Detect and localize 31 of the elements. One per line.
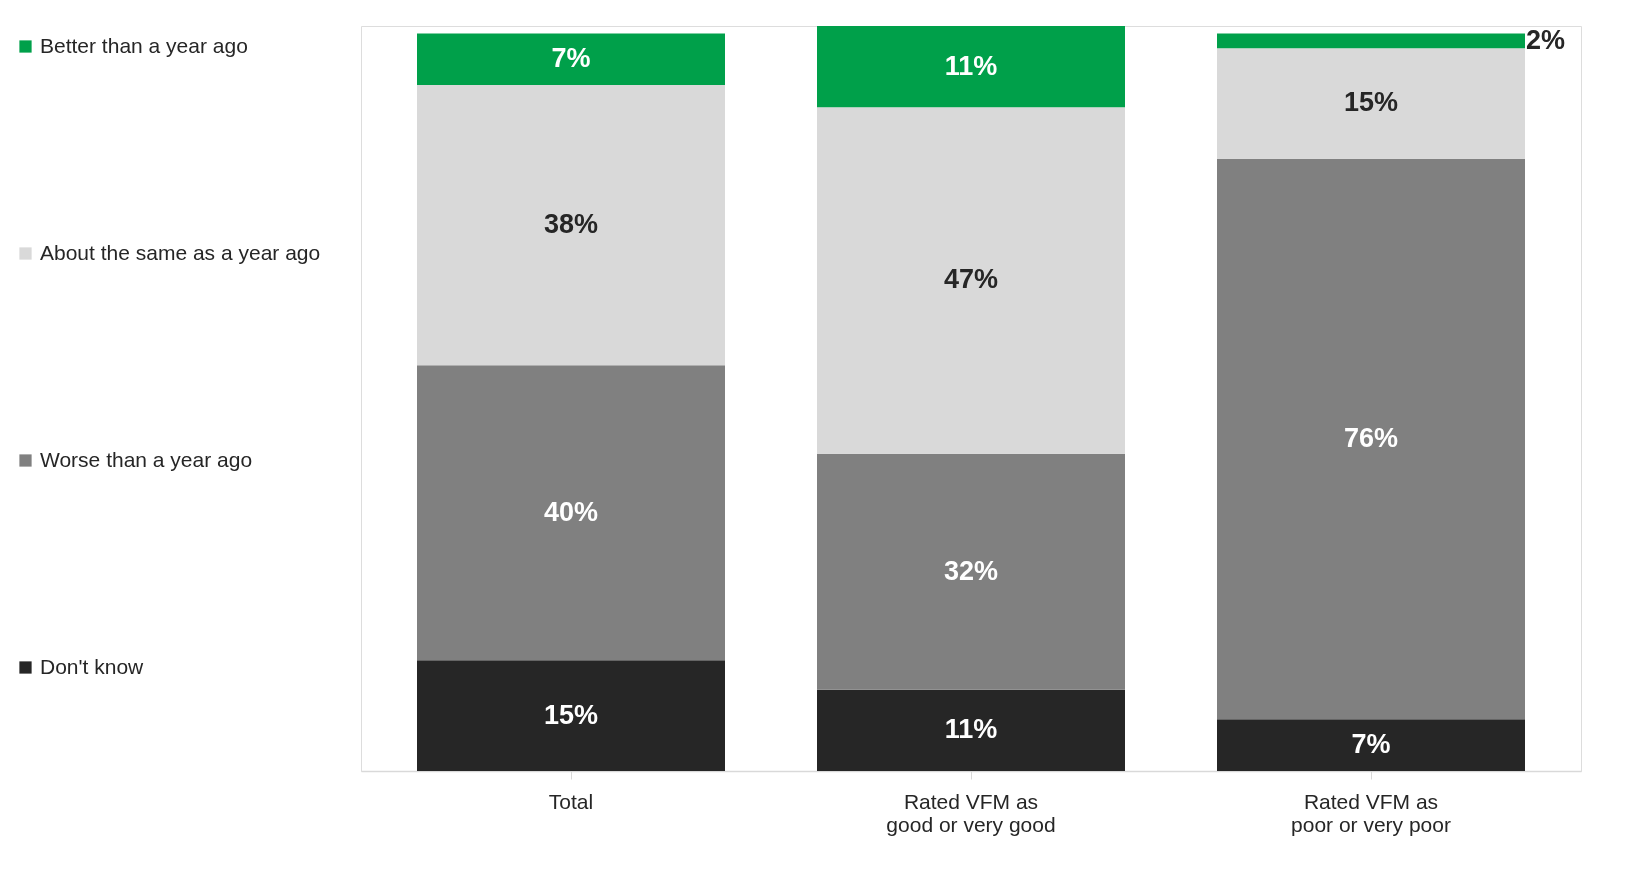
bar xyxy=(817,26,1125,108)
legend-label: Don't know xyxy=(40,654,145,678)
data-label: 11% xyxy=(944,50,998,81)
x-tick-label: Total xyxy=(548,789,594,813)
data-label: 32% xyxy=(943,555,999,586)
x-tick-label: Rated VFM as good or very good xyxy=(886,789,1056,836)
bar xyxy=(417,660,725,771)
data-label: 76% xyxy=(1343,423,1399,454)
data-label: 15% xyxy=(543,699,599,730)
bar xyxy=(417,365,725,661)
x-tick-label: Rated VFM as poor or very poor xyxy=(1291,789,1451,836)
bar xyxy=(1217,33,1525,49)
bar xyxy=(417,85,725,366)
legend-label: About the same as a year ago xyxy=(40,240,321,264)
bar xyxy=(1217,48,1525,159)
bar xyxy=(417,33,725,86)
legend-label: Worse than a year ago xyxy=(40,447,253,471)
bar xyxy=(817,689,1125,771)
bar xyxy=(817,453,1125,690)
legend-label: Better than a year ago xyxy=(40,33,248,57)
data-label: 40% xyxy=(543,496,599,527)
data-label: 7% xyxy=(1351,729,1391,760)
bar xyxy=(1217,158,1525,720)
data-label: 47% xyxy=(943,264,999,295)
data-label: 11% xyxy=(944,714,998,745)
data-label: 2% xyxy=(1526,24,1566,55)
data-label: 38% xyxy=(543,209,599,240)
data-label: 7% xyxy=(551,43,591,74)
bar xyxy=(1217,719,1525,771)
bar xyxy=(817,107,1125,454)
data-label: 15% xyxy=(1343,87,1399,118)
